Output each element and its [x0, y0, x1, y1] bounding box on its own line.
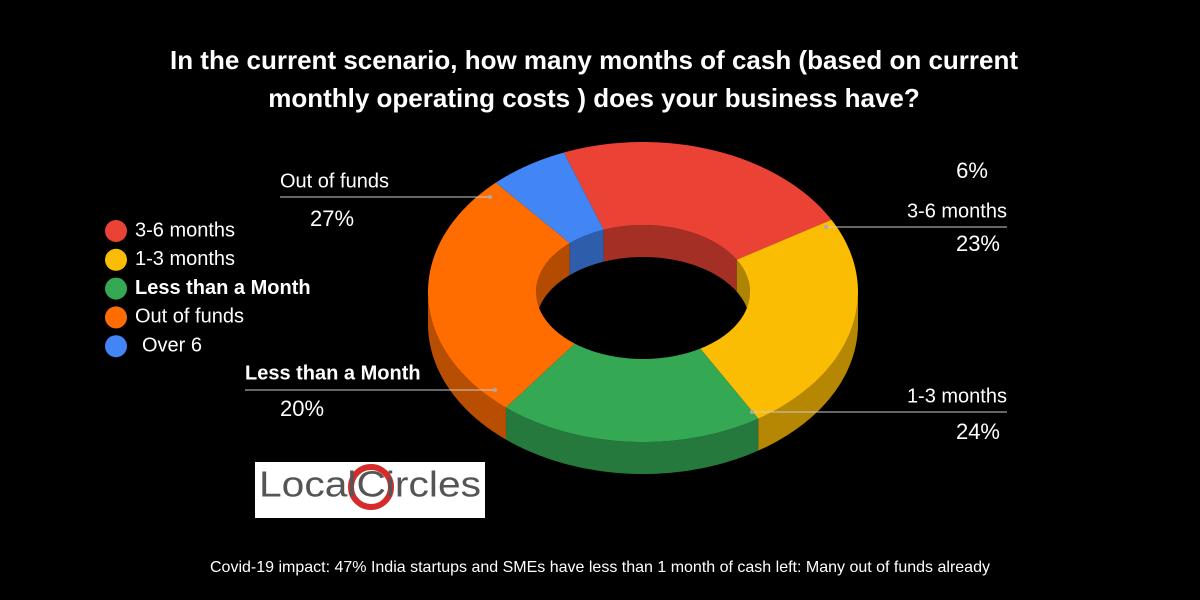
- legend-label: Less than a Month: [135, 277, 311, 299]
- slice-inner-wall: [603, 225, 737, 292]
- slice: [700, 219, 858, 419]
- callout-dot: [750, 410, 754, 414]
- logo: LocalCircles: [255, 462, 485, 518]
- slice-inner-wall: [736, 259, 750, 324]
- slice-wall: [505, 407, 759, 474]
- legend-label: 1-3 months: [135, 248, 235, 270]
- legend-label: 3-6 months: [135, 219, 235, 241]
- slice: [505, 343, 759, 442]
- callout-name: Out of funds: [280, 170, 389, 192]
- data-label: 6%: [956, 158, 988, 183]
- slice: [495, 152, 604, 244]
- slice-wall: [428, 292, 506, 440]
- data-label: 24%: [956, 419, 1000, 444]
- data-label: 20%: [280, 396, 324, 421]
- legend-swatch: [105, 220, 127, 242]
- caption: Covid-19 impact: 47% India startups and …: [210, 559, 990, 576]
- callout-dot: [824, 225, 828, 229]
- slice-wall: [758, 292, 858, 451]
- legend-label: Over 6: [142, 334, 202, 356]
- legend-label: Out of funds: [135, 306, 244, 328]
- legend-swatch: [105, 335, 127, 358]
- chart-title: monthly operating costs ) does your busi…: [268, 83, 920, 113]
- callout-name: 1-3 months: [907, 385, 1007, 407]
- legend-swatch: [105, 248, 127, 271]
- callout-name: 3-6 months: [907, 200, 1007, 222]
- chart-title: In the current scenario, how many months…: [170, 45, 1018, 75]
- callout-dot: [493, 388, 497, 392]
- slice-inner-wall: [536, 243, 570, 324]
- logo-text: LocalCircles: [259, 464, 481, 505]
- callout-name: Less than a Month: [245, 362, 421, 384]
- data-label: 23%: [956, 231, 1000, 256]
- slice: [428, 182, 575, 408]
- legend-swatch: [105, 306, 127, 329]
- callout-dot: [488, 195, 492, 199]
- slice: [563, 142, 832, 260]
- logo-pin: [348, 464, 394, 510]
- data-label: 27%: [310, 206, 354, 231]
- slice-inner-wall: [569, 229, 604, 276]
- legend-swatch: [105, 277, 127, 300]
